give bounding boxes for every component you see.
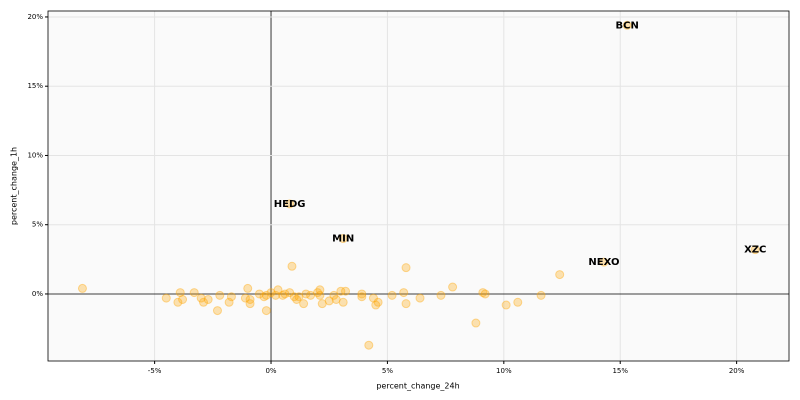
point [224, 297, 234, 307]
y-tick-label: 10% [27, 151, 43, 159]
point [401, 263, 411, 273]
point-label: MIN [332, 234, 354, 245]
point [313, 288, 323, 298]
y-tick-label: 0% [32, 290, 43, 298]
point [301, 289, 311, 299]
point [436, 290, 446, 300]
point [226, 292, 236, 302]
point [178, 295, 188, 305]
point [306, 290, 316, 300]
point [336, 286, 346, 296]
point-label: HEDG [274, 199, 306, 210]
x-axis-label: percent_change_24h [376, 382, 459, 391]
point [273, 285, 283, 295]
point [387, 290, 397, 300]
point [338, 297, 348, 307]
point [215, 290, 225, 300]
point [299, 299, 309, 309]
point [292, 295, 302, 305]
point [175, 288, 185, 298]
point [401, 299, 411, 309]
point [399, 288, 409, 298]
point [254, 289, 264, 299]
point [203, 295, 213, 305]
point [599, 257, 609, 267]
point [161, 293, 171, 303]
point [341, 286, 351, 296]
point [280, 289, 290, 299]
y-tick-label: 15% [27, 82, 43, 90]
point [501, 300, 511, 310]
point [243, 283, 253, 293]
point [189, 288, 199, 298]
point [324, 296, 334, 306]
y-tick-label: 20% [27, 13, 43, 21]
point [196, 293, 206, 303]
y-axis-label: percent_change_1h [10, 147, 19, 225]
point [315, 290, 325, 300]
point [245, 295, 255, 305]
point [317, 299, 327, 309]
point [750, 245, 760, 255]
plot-area [48, 11, 789, 361]
point-label: BCN [616, 20, 639, 31]
point [199, 297, 209, 307]
point-label: NEXO [588, 257, 619, 268]
point-label: XZC [744, 245, 766, 256]
x-tick-label: 15% [612, 367, 628, 375]
point [294, 292, 304, 302]
point [261, 306, 271, 316]
point [478, 288, 488, 298]
point [373, 297, 383, 307]
point [289, 292, 299, 302]
x-tick-label: 10% [496, 367, 512, 375]
x-tick-label: 5% [382, 367, 393, 375]
point [415, 293, 425, 303]
point [271, 290, 281, 300]
point [285, 288, 295, 298]
point [536, 290, 546, 300]
point [329, 290, 339, 300]
point [259, 292, 269, 302]
point [338, 234, 348, 244]
point [371, 300, 381, 310]
point [315, 285, 325, 295]
point [245, 299, 255, 309]
plot-frame [47, 10, 790, 362]
point [357, 289, 367, 299]
point [331, 295, 341, 305]
point [622, 20, 632, 30]
point [357, 292, 367, 302]
x-tick-label: -5% [148, 367, 162, 375]
point [287, 261, 297, 271]
x-tick-label: 0% [265, 367, 276, 375]
point [513, 297, 523, 307]
point [173, 297, 183, 307]
point [480, 289, 490, 299]
point [471, 318, 481, 328]
point [240, 293, 250, 303]
x-tick-label: 20% [729, 367, 745, 375]
point [261, 290, 271, 300]
point [212, 306, 222, 316]
point [77, 283, 87, 293]
point [278, 290, 288, 300]
point [266, 288, 276, 298]
point [368, 293, 378, 303]
point [364, 340, 374, 350]
point [448, 282, 458, 292]
point [555, 270, 565, 280]
y-tick-label: 5% [32, 221, 43, 229]
point [285, 199, 295, 209]
